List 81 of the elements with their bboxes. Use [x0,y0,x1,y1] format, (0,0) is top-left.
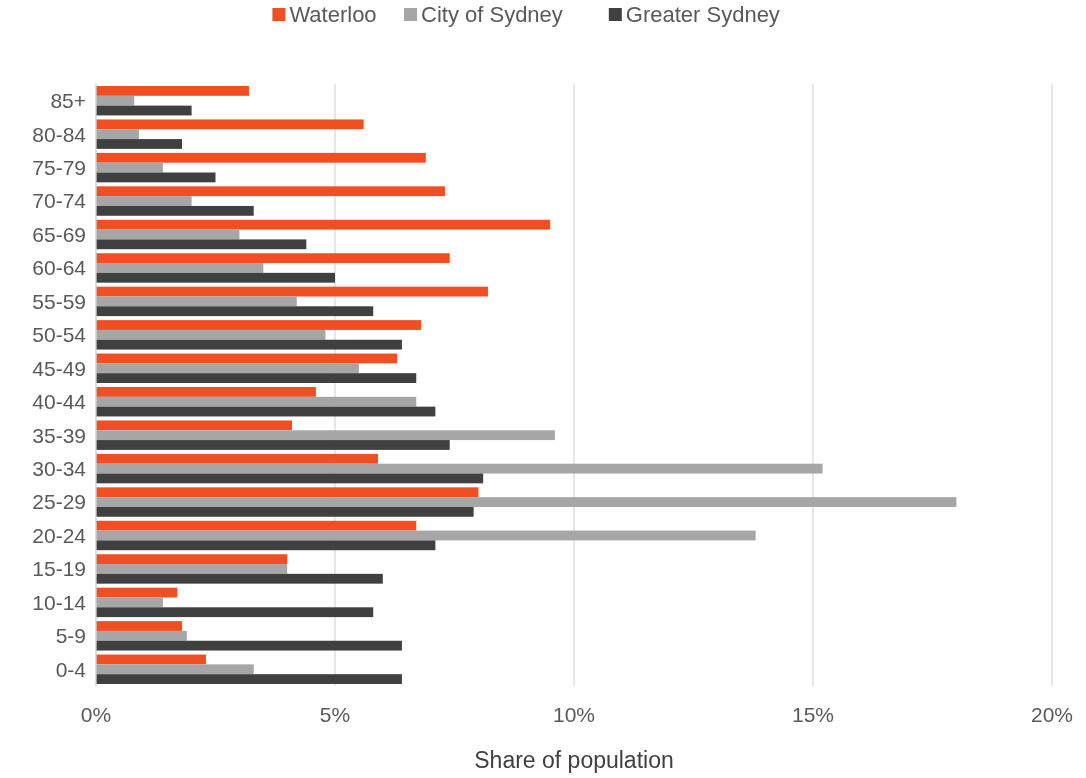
y-tick-label: 10-14 [32,590,87,614]
x-tick-label: 20% [1030,703,1074,726]
bar [96,373,417,383]
bar [96,520,417,531]
bar [96,172,216,183]
bar [96,320,422,330]
x-tick-label: 0% [80,703,112,726]
y-tick-label: 5-9 [55,624,86,648]
bar [96,95,135,106]
bar [96,119,364,130]
bar [96,587,178,598]
y-tick-label: 35-39 [32,423,86,447]
y-tick-label: 80-84 [32,122,87,146]
y-tick-label: 0-4 [55,657,87,681]
bar [96,329,326,340]
bar [96,406,436,417]
bar [96,487,479,498]
bar [96,530,756,541]
y-tick-label: 25-29 [32,490,86,514]
bar [96,263,264,273]
bar [96,420,292,431]
x-tick-label: 15% [791,703,835,726]
bar [96,473,484,484]
bar [96,554,288,565]
bar [96,253,450,264]
bar [96,286,488,297]
bar [96,497,957,507]
bar [96,564,288,574]
bar [96,229,240,240]
bar [96,654,206,665]
y-tick-label: 30-34 [32,456,87,480]
bar [96,196,192,206]
bar [96,630,187,641]
y-tick-label: 65-69 [32,222,86,246]
bar [96,162,163,173]
bar [96,306,374,317]
bar [96,353,398,364]
bar [96,463,823,474]
y-tick-label: 60-64 [32,256,87,280]
y-tick-label: 70-74 [32,189,87,213]
bar [96,396,417,407]
y-tick-label: 50-54 [32,323,87,347]
bar [96,296,297,307]
bar [96,597,163,608]
x-axis-title: Share of population [474,747,674,773]
y-tick-label: 15-19 [32,557,86,581]
bar [96,86,249,96]
bar [96,363,359,374]
bar [96,453,379,464]
bar [96,219,551,230]
bar [96,139,183,149]
bar [96,573,383,584]
bar [96,607,374,618]
bar [96,621,183,631]
bar [96,129,140,140]
legend-label: Greater Sydney [625,2,780,27]
y-tick-label: 45-49 [32,356,86,380]
bar [96,430,555,441]
y-tick-label: 55-59 [32,289,86,313]
bar [96,674,402,684]
bar [96,239,307,250]
bar [96,640,402,651]
y-tick-label: 20-24 [32,523,87,547]
x-tick-label: 10% [552,703,596,726]
y-tick-label: 85+ [50,89,86,113]
bar [96,440,450,450]
bar [96,664,254,675]
bar [96,105,192,116]
legend-label: Waterloo [289,2,377,27]
bar [96,152,426,163]
bar [96,387,316,397]
bar [96,339,402,350]
bar [96,186,445,197]
bar [96,506,474,517]
legend-label: City of Sydney [421,2,563,27]
bar [96,205,254,216]
x-tick-label: 5% [319,703,351,726]
y-tick-label: 75-79 [32,155,86,179]
bar [96,540,436,551]
bar [96,272,335,283]
y-tick-label: 40-44 [32,390,87,414]
